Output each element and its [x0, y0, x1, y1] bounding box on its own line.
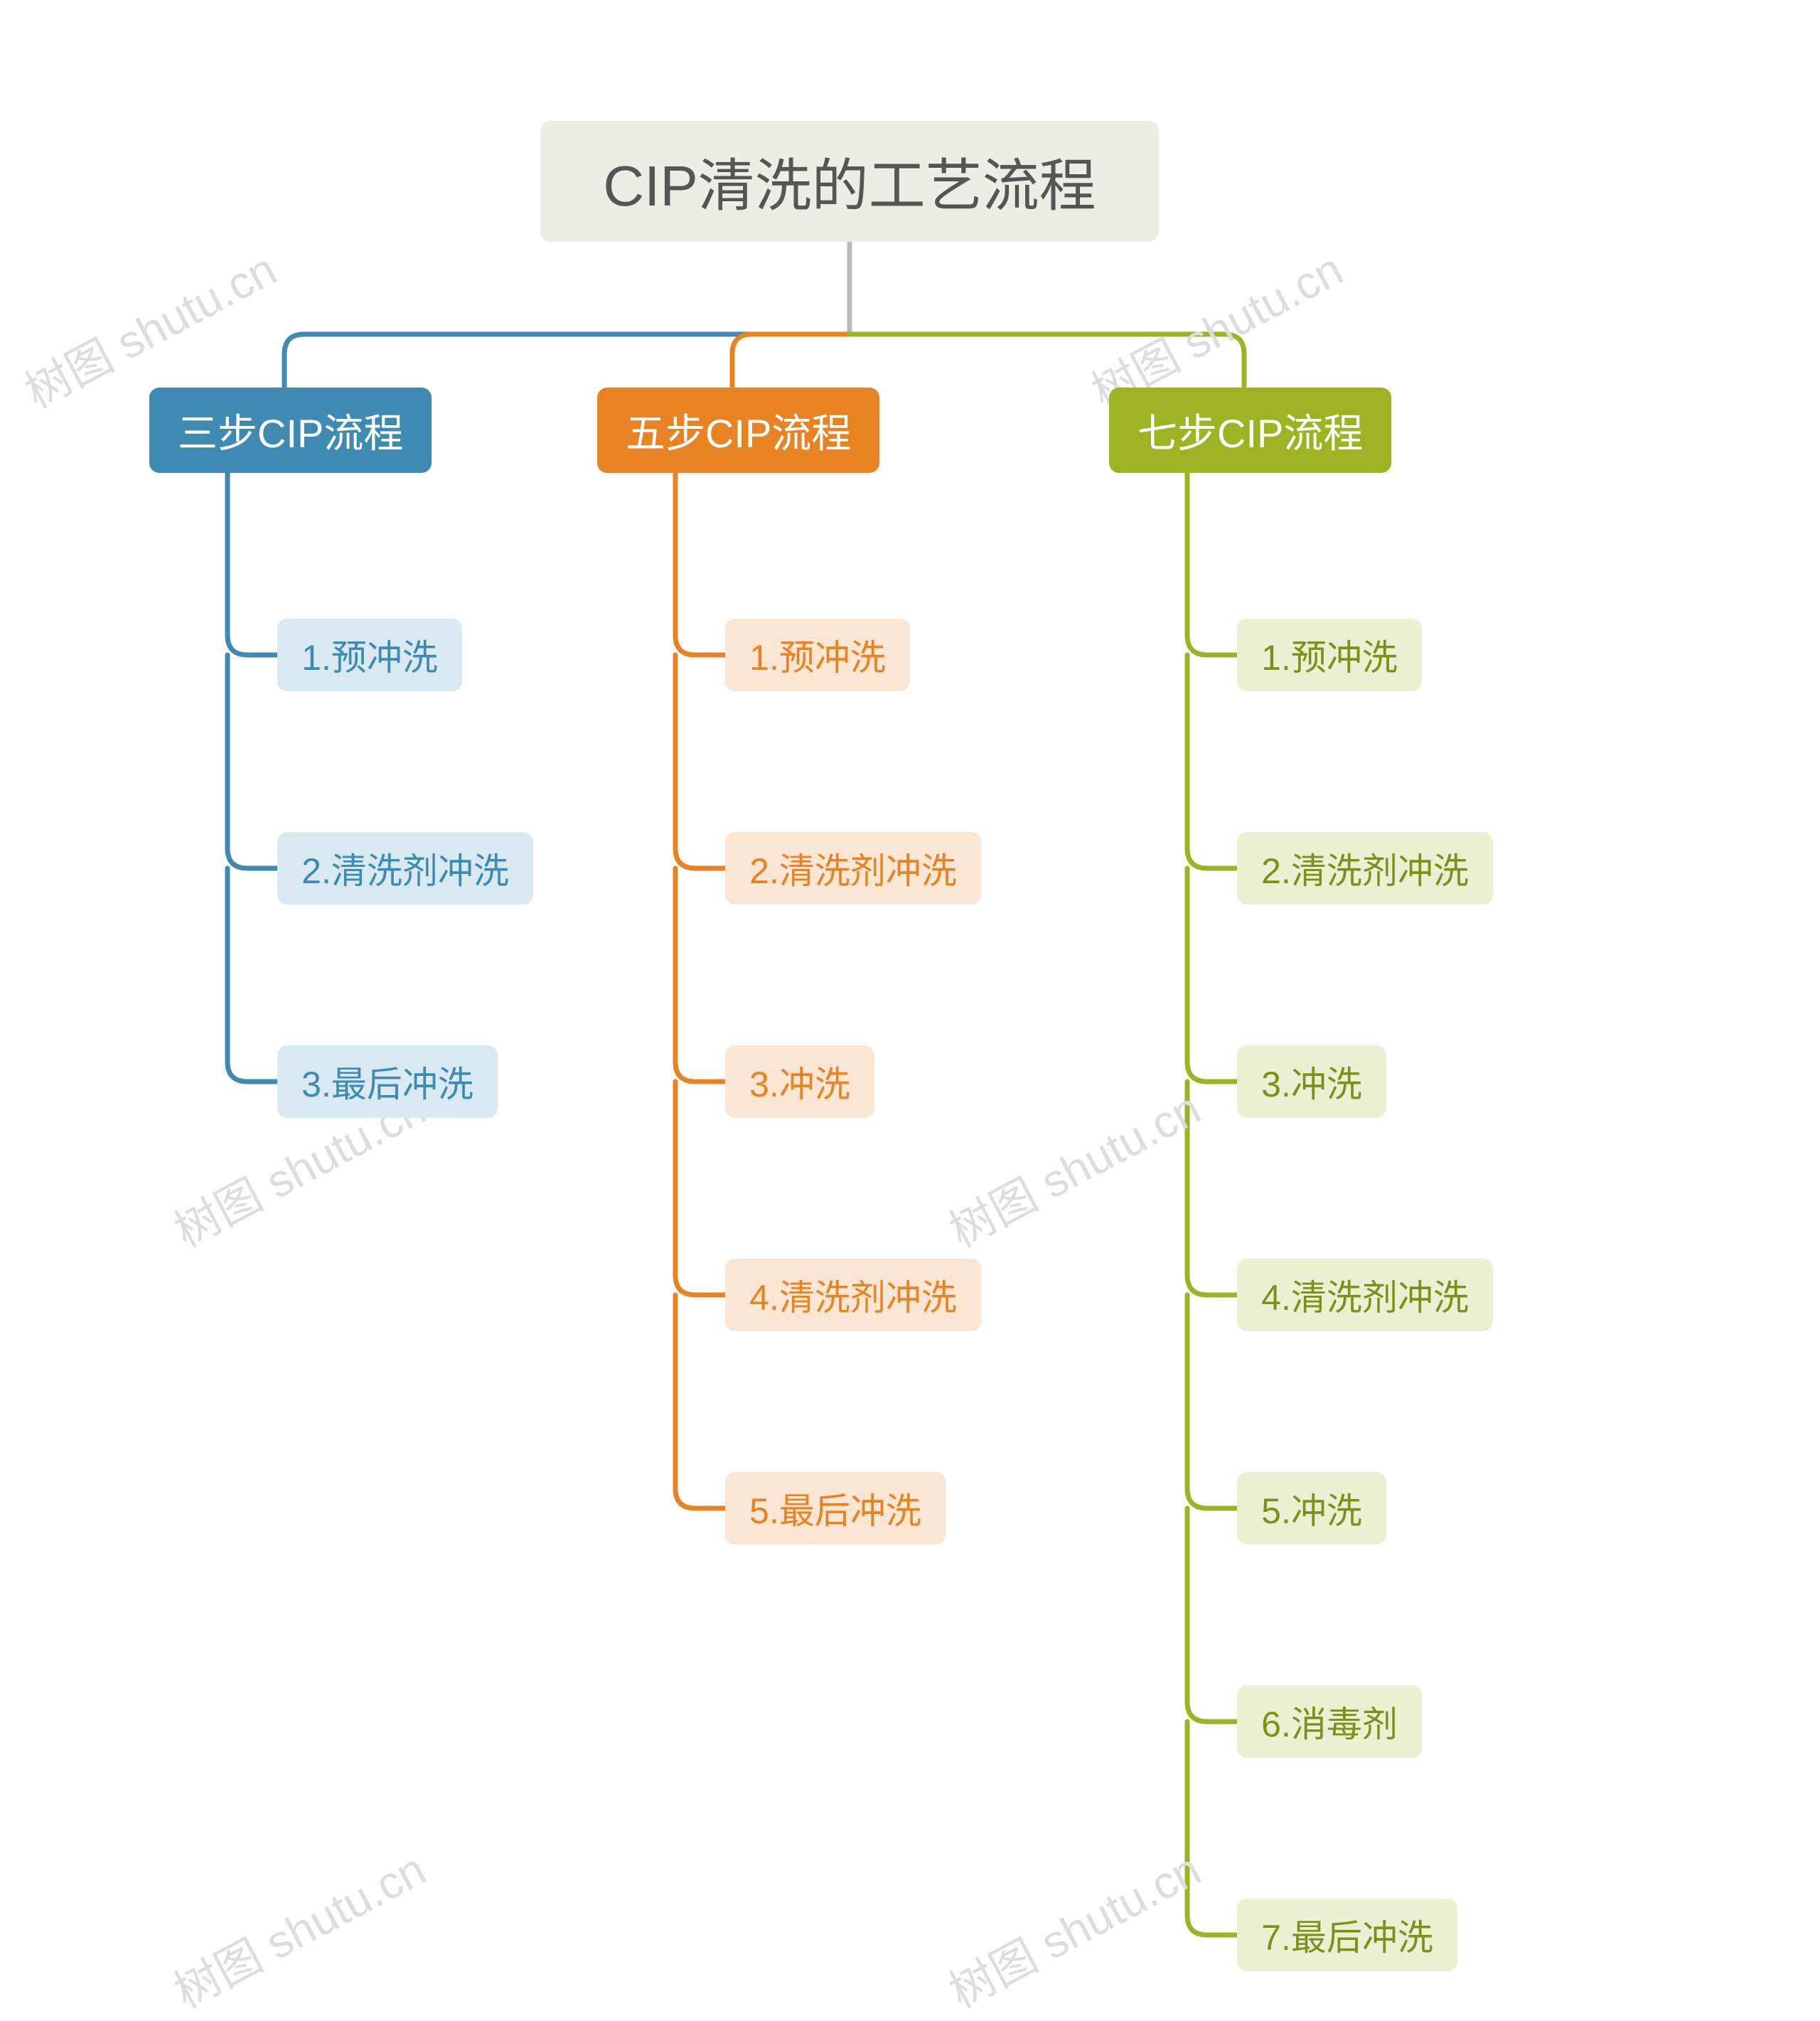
leaf-b3-5-label: 6.消毒剂	[1261, 1696, 1398, 1747]
leaf-b3-4: 5.冲洗	[1237, 1472, 1386, 1545]
leaf-b3-2-label: 3.冲洗	[1261, 1056, 1362, 1107]
branch-b2: 五步CIP流程	[597, 388, 879, 473]
root-node-label: CIP清洗的工艺流程	[603, 140, 1096, 223]
branch-b1-label: 三步CIP流程	[178, 402, 403, 459]
branch-b3-label: 七步CIP流程	[1138, 402, 1363, 459]
leaf-b2-0: 1.预冲洗	[725, 619, 910, 691]
leaf-b3-4-label: 5.冲洗	[1261, 1483, 1362, 1534]
leaf-b2-3-label: 4.清洗剂冲洗	[749, 1269, 957, 1321]
leaf-b1-0: 1.预冲洗	[277, 619, 462, 691]
leaf-b3-3: 4.清洗剂冲洗	[1237, 1259, 1493, 1331]
leaf-b3-0: 1.预冲洗	[1237, 619, 1422, 691]
leaf-b3-5: 6.消毒剂	[1237, 1685, 1422, 1758]
branch-b2-label: 五步CIP流程	[626, 402, 851, 459]
leaf-b3-0-label: 1.预冲洗	[1261, 629, 1398, 681]
leaf-b1-2-label: 3.最后冲洗	[301, 1056, 473, 1107]
connectors-svg	[0, 0, 1820, 2005]
leaf-b1-1: 2.清洗剂冲洗	[277, 832, 533, 905]
leaf-b2-1: 2.清洗剂冲洗	[725, 832, 981, 905]
leaf-b2-4: 5.最后冲洗	[725, 1472, 946, 1545]
watermark: 树图 shutu.cn	[936, 1834, 1211, 2021]
root-node: CIP清洗的工艺流程	[540, 121, 1159, 242]
leaf-b2-0-label: 1.预冲洗	[749, 629, 886, 681]
leaf-b3-1: 2.清洗剂冲洗	[1237, 832, 1493, 905]
branch-b3: 七步CIP流程	[1109, 388, 1391, 473]
leaf-b3-3-label: 4.清洗剂冲洗	[1261, 1269, 1469, 1321]
leaf-b1-1-label: 2.清洗剂冲洗	[301, 843, 509, 894]
leaf-b2-3: 4.清洗剂冲洗	[725, 1259, 981, 1331]
leaf-b3-2: 3.冲洗	[1237, 1045, 1386, 1118]
leaf-b2-2: 3.冲洗	[725, 1045, 874, 1118]
leaf-b2-2-label: 3.冲洗	[749, 1056, 850, 1107]
diagram-canvas: 树图 shutu.cn树图 shutu.cn树图 shutu.cn树图 shut…	[0, 0, 1820, 2005]
leaf-b3-6: 7.最后冲洗	[1237, 1899, 1457, 1971]
leaf-b3-6-label: 7.最后冲洗	[1261, 1909, 1433, 1961]
watermark: 树图 shutu.cn	[161, 1834, 436, 2021]
leaf-b3-1-label: 2.清洗剂冲洗	[1261, 843, 1469, 894]
leaf-b2-1-label: 2.清洗剂冲洗	[749, 843, 957, 894]
leaf-b2-4-label: 5.最后冲洗	[749, 1483, 921, 1534]
leaf-b1-0-label: 1.预冲洗	[301, 629, 438, 681]
leaf-b1-2: 3.最后冲洗	[277, 1045, 498, 1118]
branch-b1: 三步CIP流程	[149, 388, 432, 473]
watermark: 树图 shutu.cn	[936, 1073, 1211, 1260]
